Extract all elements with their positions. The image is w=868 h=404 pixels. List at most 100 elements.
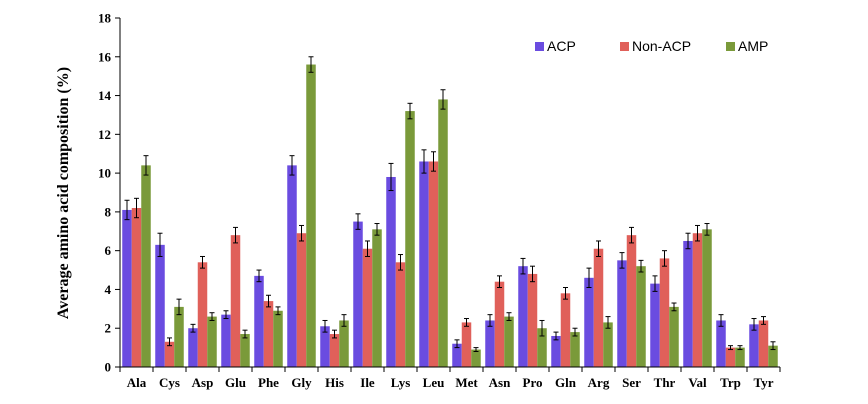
bar-amp-asp [207, 316, 217, 367]
error-bar-non-acp-trp [728, 345, 733, 351]
legend-swatch-amp [726, 42, 735, 51]
bar-amp-val [702, 229, 712, 367]
error-bar-acp-ile [355, 213, 361, 230]
bar-amp-pro [537, 328, 547, 367]
error-bar-acp-asn [487, 314, 493, 327]
error-bar-acp-val [685, 232, 691, 250]
error-bar-amp-arg [605, 316, 611, 329]
bar-amp-ile [372, 229, 382, 367]
error-bar-acp-tyr [751, 318, 757, 331]
bar-acp-lys [386, 176, 396, 367]
legend-label-amp: AMP [738, 38, 768, 54]
x-tick-label-thr: Thr [654, 375, 676, 390]
bar-acp-ser [617, 260, 627, 367]
error-bar-acp-phe [256, 269, 262, 283]
bar-amp-asn [504, 316, 514, 367]
bar-non-acp-asp [197, 262, 208, 367]
bar-amp-lys [405, 111, 415, 367]
bar-acp-tyr [749, 324, 759, 367]
bars-layer [122, 56, 778, 368]
bar-non-acp-ser [626, 235, 637, 367]
bar-amp-glu [240, 334, 250, 367]
error-bar-amp-met [473, 347, 479, 352]
bar-amp-arg [603, 322, 613, 367]
error-bar-acp-met [454, 339, 460, 349]
y-tick-label-4: 4 [105, 282, 112, 297]
bar-acp-thr [650, 283, 660, 367]
x-tick-label-ser: Ser [622, 375, 641, 390]
bar-amp-thr [669, 306, 679, 367]
error-bar-non-acp-arg [596, 240, 601, 257]
legend-label-acp: ACP [547, 38, 576, 54]
bar-non-acp-his [329, 334, 340, 367]
y-tick-label-16: 16 [98, 49, 112, 64]
error-bar-non-acp-his [332, 329, 337, 339]
y-tick-label-6: 6 [105, 243, 112, 258]
legend-item-acp: ACP [535, 38, 576, 54]
error-bar-amp-tyr [770, 341, 776, 351]
legend-item-non-acp: Non-ACP [620, 38, 691, 54]
error-bar-non-acp-val [695, 224, 700, 242]
y-tick-label-8: 8 [105, 204, 112, 219]
error-bar-acp-leu [421, 149, 427, 174]
y-tick-label-18: 18 [98, 11, 112, 26]
y-tick-label-14: 14 [98, 88, 112, 103]
error-bar-amp-phe [275, 306, 281, 316]
error-bar-non-acp-gln [563, 287, 568, 300]
error-bar-non-acp-gly [299, 224, 304, 242]
error-bar-amp-leu [440, 89, 446, 110]
error-bar-acp-ser [619, 252, 625, 269]
bar-non-acp-tyr [758, 320, 769, 367]
bar-amp-cys [174, 306, 184, 367]
x-tick-label-arg: Arg [588, 375, 610, 390]
error-bar-acp-gly [289, 155, 295, 176]
bar-amp-ala [141, 165, 151, 367]
bar-acp-phe [254, 275, 264, 367]
error-bar-acp-glu [223, 310, 229, 320]
error-bar-amp-val [704, 223, 710, 236]
legend-label-non-acp: Non-ACP [632, 38, 691, 54]
bar-non-acp-gln [560, 293, 571, 367]
labels-layer: Ala Cys Asp Glu Phe Gly His Ile Lys Leu Met Asn Pro G… [98, 11, 774, 391]
error-bar-amp-asn [506, 312, 512, 321]
x-tick-label-gln: Gln [555, 375, 577, 390]
legend-item-amp: AMP [726, 38, 768, 54]
error-bar-acp-gln [553, 331, 559, 341]
error-bar-non-acp-leu [431, 151, 436, 172]
x-tick-label-tyr: Tyr [754, 375, 774, 390]
error-bar-non-acp-met [464, 318, 469, 327]
bar-non-acp-cys [164, 341, 175, 367]
bar-acp-pro [518, 266, 528, 367]
error-bar-amp-ala [143, 155, 149, 176]
x-tick-label-ile: Ile [360, 375, 375, 390]
error-bar-amp-glu [242, 329, 248, 339]
bar-non-acp-arg [593, 248, 604, 367]
bar-acp-met [452, 343, 462, 367]
x-tick-label-cys: Cys [159, 375, 180, 390]
bar-amp-gln [570, 332, 580, 367]
error-bar-amp-his [341, 314, 347, 327]
bar-acp-gln [551, 335, 561, 367]
error-bar-amp-asp [209, 312, 215, 321]
bar-amp-tyr [768, 345, 778, 367]
bar-acp-ile [353, 221, 363, 367]
error-bar-non-acp-asn [497, 275, 502, 289]
y-tick-label-12: 12 [98, 127, 111, 142]
x-tick-label-trp: Trp [720, 375, 741, 390]
error-bar-amp-ile [374, 223, 380, 236]
x-tick-label-phe: Phe [258, 375, 279, 390]
x-tick-label-met: Met [455, 375, 478, 390]
y-tick-label-10: 10 [98, 166, 111, 181]
error-bar-acp-ala [124, 199, 130, 221]
error-bar-non-acp-ser [629, 226, 634, 244]
bar-acp-arg [584, 277, 594, 367]
error-bar-non-acp-cys [167, 337, 172, 347]
bar-non-acp-trp [725, 347, 736, 367]
bar-non-acp-lys [395, 262, 406, 367]
bar-non-acp-leu [428, 161, 439, 367]
x-tick-label-ala: Ala [127, 375, 147, 390]
error-bar-acp-thr [652, 275, 658, 292]
x-tick-label-val: Val [688, 375, 707, 390]
error-bar-non-acp-ala [134, 197, 139, 219]
